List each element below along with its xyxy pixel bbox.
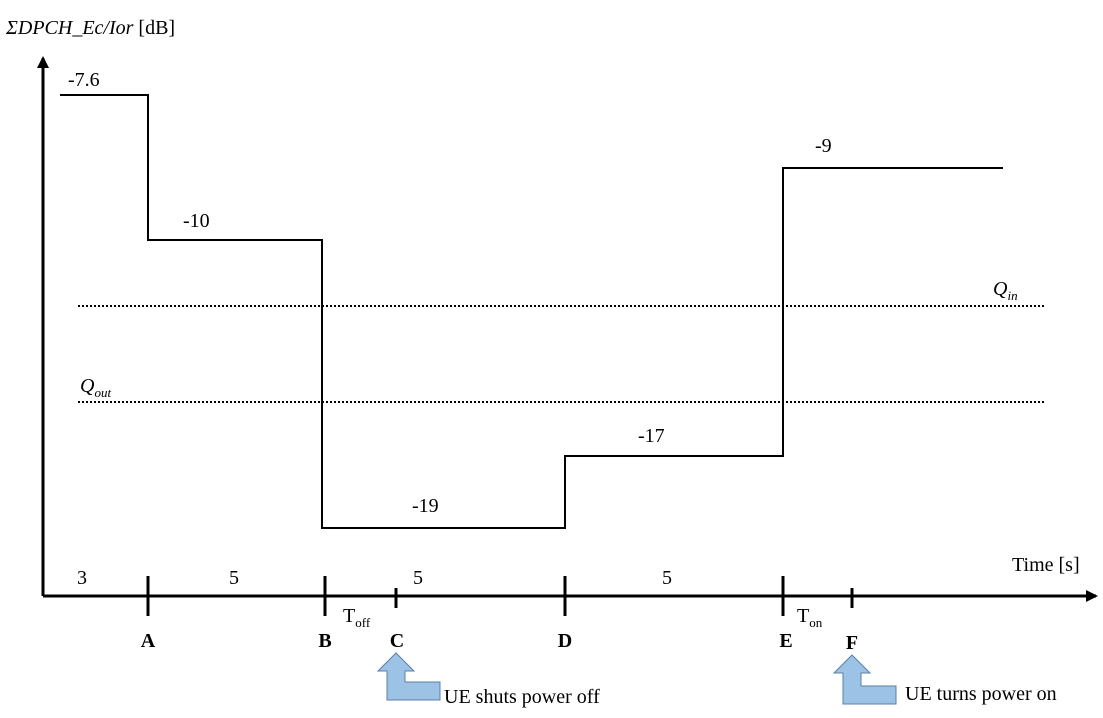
level-label: -17 [638, 425, 665, 447]
point-label-a: A [141, 630, 156, 652]
level-label: -9 [815, 135, 832, 157]
point-label-c: C [390, 630, 404, 652]
power-on-annotation: UE turns power on [905, 683, 1057, 705]
x-axis-title: Time [s] [1012, 554, 1080, 576]
level-label: -19 [412, 495, 439, 517]
point-label-b: B [318, 630, 331, 652]
point-label-f: F [846, 632, 858, 654]
point-label-e: E [779, 630, 792, 652]
point-label-d: D [558, 630, 572, 652]
power-off-annotation: UE shuts power off [444, 686, 600, 708]
level-label: -7.6 [68, 69, 100, 91]
q-in-label: Qin [993, 278, 1018, 303]
power-on-arrow-icon [832, 654, 897, 705]
y-axis-title: ΣDPCH_Ec/Ior [dB] [5, 17, 175, 39]
duration-label: 5 [229, 567, 239, 589]
duration-label: 3 [77, 567, 87, 589]
level-label: -10 [183, 210, 210, 232]
power-step-line [60, 94, 1003, 529]
power-off-arrow-icon [376, 652, 441, 701]
duration-label: 5 [413, 567, 423, 589]
t-off-label: Toff [343, 605, 371, 630]
duration-label: 5 [662, 567, 672, 589]
q-out-label: Qout [80, 375, 111, 400]
t-on-label: Ton [797, 605, 823, 630]
